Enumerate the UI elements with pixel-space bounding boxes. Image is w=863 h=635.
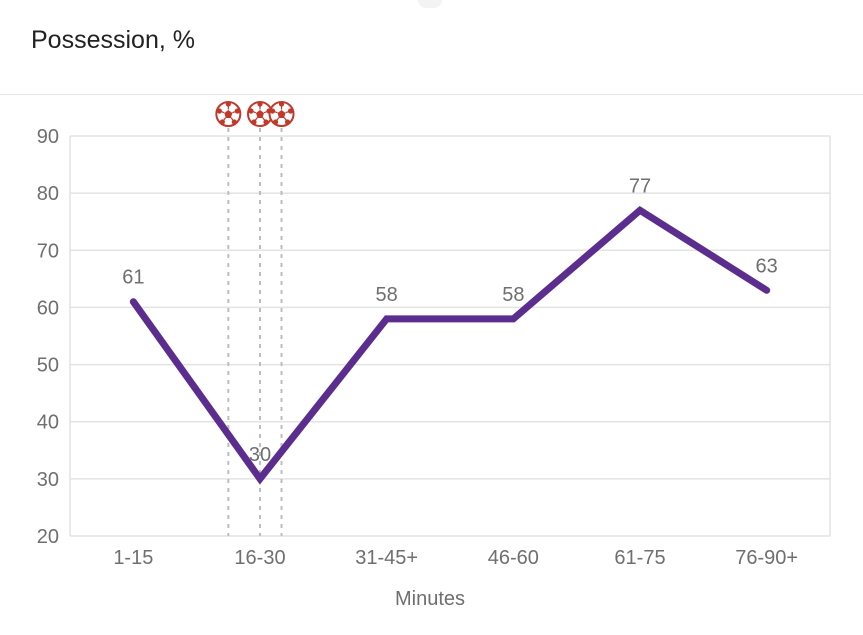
ball-center-patch [256, 110, 264, 118]
ball-seam [252, 111, 257, 114]
data-label: 30 [249, 444, 271, 466]
ball-center-patch [277, 110, 286, 118]
chart-header: Possession, % [0, 0, 863, 95]
ball-center-patch [224, 110, 233, 118]
ball-seam [283, 117, 287, 121]
soccer-ball-icon [268, 101, 295, 127]
y-tick-label: 20 [37, 526, 59, 548]
data-label: 61 [122, 267, 144, 289]
ball-seam [232, 111, 236, 114]
y-tick-label: 70 [37, 240, 59, 262]
x-axis-label: Minutes [395, 588, 465, 610]
ball-edge-patch [278, 101, 285, 107]
data-label: 58 [502, 284, 524, 306]
x-axis-ticks: 1-15 16-30 31-45+ 46-60 61-75 76-90+ [113, 547, 798, 569]
y-tick-label: 50 [37, 355, 59, 377]
ball-seam [262, 117, 266, 121]
possession-line [129, 205, 771, 485]
drag-handle [418, 0, 442, 8]
ball-edge-patch [263, 119, 269, 125]
ball-edge-patch [234, 108, 240, 114]
x-tick-label: 31-45+ [355, 547, 418, 569]
ball-seam [223, 117, 227, 121]
ball-seam [230, 117, 234, 121]
ball-seam [263, 111, 268, 114]
data-label: 77 [629, 175, 651, 197]
ball-edge-patch [248, 108, 254, 114]
ball-edge-patch [251, 119, 257, 125]
ball-edge-patch [287, 108, 294, 114]
data-label: 58 [376, 284, 398, 306]
goal-markers [215, 101, 295, 536]
soccer-ball-icon [215, 101, 242, 127]
ball-edge-patch [231, 119, 237, 125]
x-tick-label: 61-75 [614, 547, 665, 569]
ball-edge-patch [284, 119, 291, 125]
ball-edge-patch [219, 119, 225, 125]
data-label: 63 [756, 255, 778, 277]
soccer-ball-icon [247, 101, 273, 127]
ball-edge-patch [257, 101, 263, 107]
y-tick-label: 80 [37, 183, 59, 205]
ball-seam [274, 111, 278, 114]
x-tick-label: 16-30 [234, 547, 285, 569]
y-tick-label: 60 [37, 297, 59, 319]
chart-title: Possession, % [31, 26, 195, 54]
ball-edge-patch [225, 101, 231, 107]
grid-lines [69, 135, 831, 537]
ball-seam [276, 117, 280, 121]
series-layer [129, 205, 771, 485]
x-tick-label: 46-60 [488, 547, 539, 569]
ball-seam [285, 111, 289, 114]
ball-seam [254, 117, 258, 121]
y-tick-label: 40 [37, 412, 59, 434]
x-tick-label: 76-90+ [735, 547, 798, 569]
ball-edge-patch [272, 119, 279, 125]
y-tick-label: 30 [37, 469, 59, 491]
x-tick-label: 1-15 [113, 547, 153, 569]
y-tick-label: 90 [37, 126, 59, 148]
ball-seam [220, 111, 225, 114]
ball-edge-patch [216, 108, 222, 114]
y-axis-ticks: 20 30 40 50 60 70 80 90 [37, 126, 59, 548]
data-labels: 61 30 58 58 77 63 [122, 175, 778, 466]
ball-edge-patch [269, 108, 276, 114]
